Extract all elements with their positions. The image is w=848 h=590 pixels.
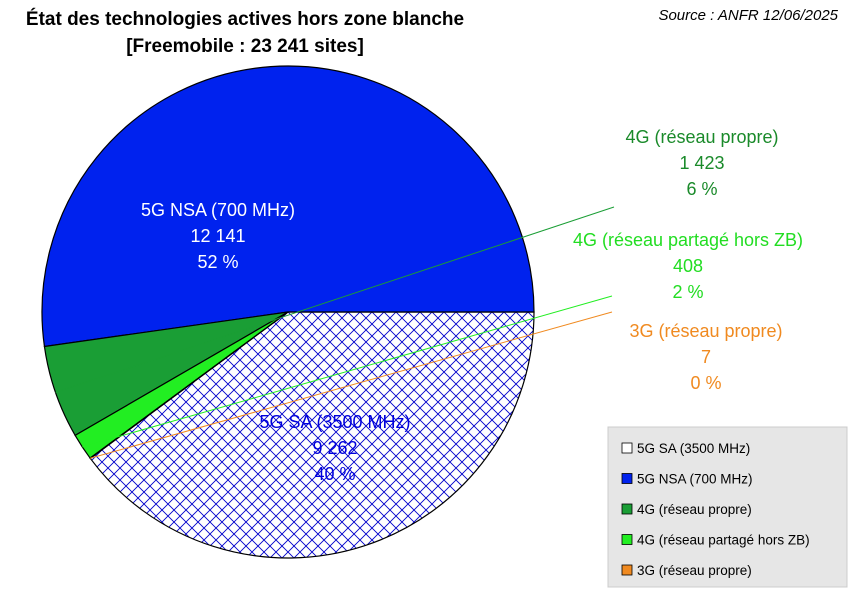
slice-5g-nsa-700-mhz bbox=[41, 65, 535, 348]
slice-value-5g-nsa-700-mhz: 12 141 bbox=[190, 226, 245, 246]
slice-value-4g-reseau-propre: 1 423 bbox=[679, 153, 724, 173]
slice-label-5g-sa-3500-mhz: 5G SA (3500 MHz) bbox=[259, 412, 410, 432]
leader-3g-reseau-propre bbox=[90, 311, 613, 459]
legend-swatch-3g-reseau-propre bbox=[621, 564, 633, 576]
slice-label-3g-reseau-propre: 3G (réseau propre) bbox=[629, 321, 782, 341]
slice-value-5g-sa-3500-mhz: 9 262 bbox=[312, 438, 357, 458]
slice-percent-4g-reseau-partage-hors-zb: 2 % bbox=[672, 282, 703, 302]
slice-labels: 5G NSA (700 MHz) 12 141 52 % 5G SA (3500 MH… bbox=[141, 127, 803, 484]
leader-4g-reseau-propre bbox=[55, 206, 615, 393]
slice-value-4g-reseau-partage-hors-zb: 408 bbox=[673, 256, 703, 276]
legend-label-5g-sa-3500-mhz: 5G SA (3500 MHz) bbox=[637, 441, 750, 456]
legend-label-4g-reseau-partage-hors-zb: 4G (réseau partagé hors ZB) bbox=[637, 533, 810, 548]
slice-percent-3g-reseau-propre: 0 % bbox=[690, 373, 721, 393]
slice-percent-4g-reseau-propre: 6 % bbox=[686, 179, 717, 199]
legend-swatch-4g-reseau-partage-hors-zb bbox=[621, 534, 633, 545]
legend-swatch-5g-nsa-700-mhz bbox=[621, 473, 633, 484]
slice-label-4g-reseau-partage-hors-zb: 4G (réseau partagé hors ZB) bbox=[573, 230, 803, 250]
slice-value-3g-reseau-propre: 7 bbox=[701, 347, 711, 367]
legend: 5G SA (3500 MHz) 5G NSA (700 MHz) 4G (rése… bbox=[607, 426, 848, 588]
slice-percent-5g-nsa-700-mhz: 52 % bbox=[197, 252, 238, 272]
legend-swatch-4g-reseau-propre bbox=[621, 503, 633, 515]
legend-label-5g-nsa-700-mhz: 5G NSA (700 MHz) bbox=[637, 472, 753, 487]
pie-slices bbox=[41, 65, 535, 559]
legend-swatch-5g-sa-3500-mhz bbox=[621, 442, 633, 454]
legend-box bbox=[607, 426, 848, 588]
legend-label-4g-reseau-propre: 4G (réseau propre) bbox=[637, 502, 752, 517]
slice-percent-5g-sa-3500-mhz: 40 % bbox=[314, 464, 355, 484]
leader-lines bbox=[55, 206, 615, 459]
chart-title: État des technologies actives hors zone … bbox=[26, 8, 464, 30]
chart-subtitle: [Freemobile : 23 241 sites] bbox=[126, 36, 364, 57]
slice-5g-sa-3500-mhz bbox=[89, 311, 535, 559]
slice-label-5g-nsa-700-mhz: 5G NSA (700 MHz) bbox=[141, 200, 295, 220]
legend-label-3g-reseau-propre: 3G (réseau propre) bbox=[637, 563, 752, 578]
slice-label-4g-reseau-propre: 4G (réseau propre) bbox=[625, 127, 778, 147]
leader-4g-reseau-partage-hors-zb bbox=[82, 295, 613, 448]
chart-source: Source : ANFR 12/06/2025 bbox=[658, 7, 838, 24]
